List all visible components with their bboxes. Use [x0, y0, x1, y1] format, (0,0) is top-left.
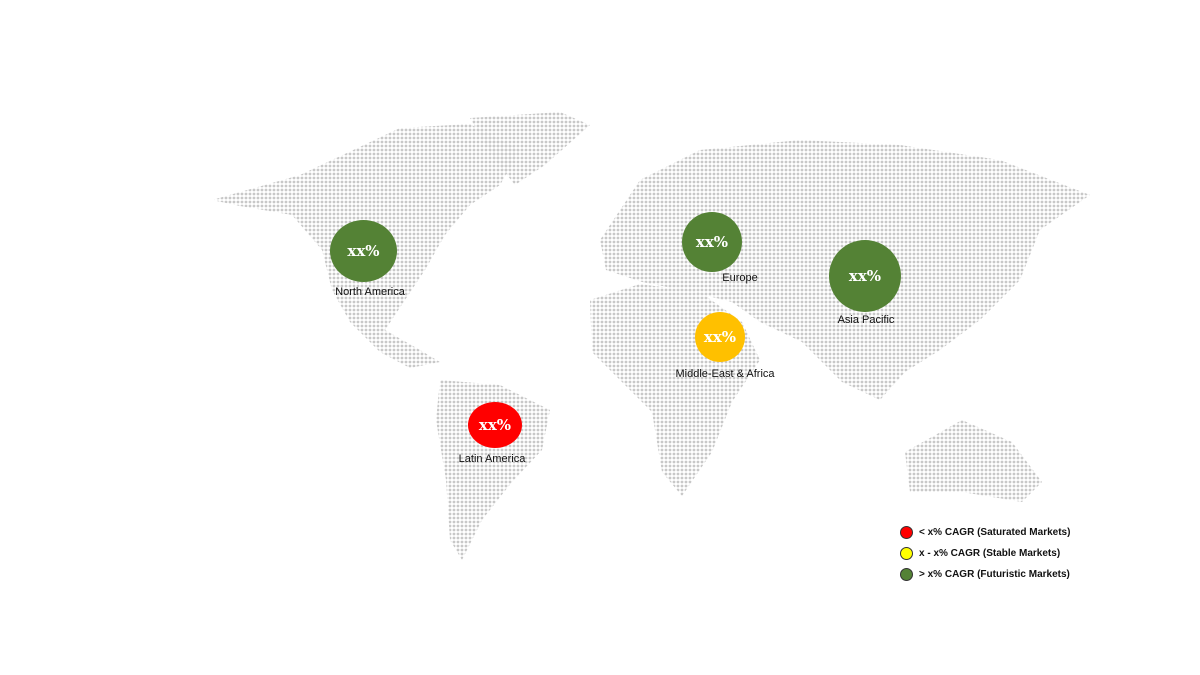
red-dot-icon — [900, 526, 913, 539]
label-europe: Europe — [722, 272, 758, 284]
green-dot-icon — [900, 568, 913, 581]
region-value: xx% — [703, 328, 737, 346]
bubble-asia-pacific: xx% — [829, 240, 901, 312]
label-north-america: North America — [335, 286, 405, 298]
label-middle-east-africa: Middle-East & Africa — [675, 368, 775, 380]
legend: < x% CAGR (Saturated Markets) x - x% CAG… — [900, 522, 1070, 585]
bubble-latin-america: xx% — [468, 402, 522, 448]
bubble-europe: xx% — [682, 212, 742, 272]
legend-item-futuristic: > x% CAGR (Futuristic Markets) — [900, 564, 1070, 585]
region-value: xx% — [478, 416, 512, 434]
landmass-greenland — [470, 112, 590, 185]
label-asia-pacific: Asia Pacific — [837, 314, 895, 326]
bubble-middle-east-africa: xx% — [695, 312, 745, 362]
legend-label: > x% CAGR (Futuristic Markets) — [919, 569, 1070, 580]
region-value: xx% — [848, 267, 882, 285]
label-latin-america: Latin America — [458, 453, 526, 465]
bubble-north-america: xx% — [330, 220, 397, 282]
region-value: xx% — [695, 233, 729, 251]
landmass-australia — [905, 420, 1042, 502]
legend-label: < x% CAGR (Saturated Markets) — [919, 527, 1071, 538]
legend-item-saturated: < x% CAGR (Saturated Markets) — [900, 522, 1070, 543]
legend-label: x - x% CAGR (Stable Markets) — [919, 548, 1061, 559]
legend-item-stable: x - x% CAGR (Stable Markets) — [900, 543, 1070, 564]
yellow-dot-icon — [900, 547, 913, 560]
region-value: xx% — [347, 242, 380, 260]
